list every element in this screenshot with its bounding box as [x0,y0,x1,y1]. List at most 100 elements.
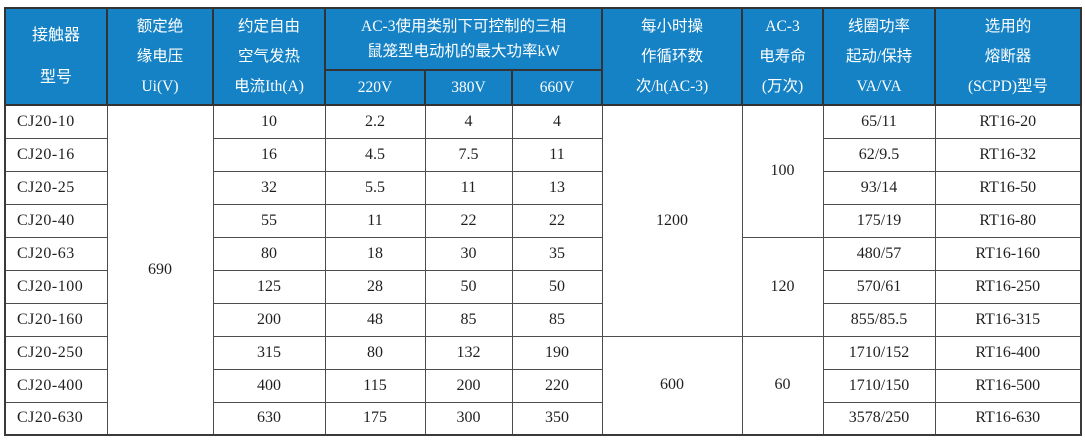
cell-model: CJ20-10 [4,104,108,139]
cell-coil: 175/19 [822,203,936,238]
cell-fuse: RT16-250 [934,269,1082,304]
header-line: (SCPD)型号 [967,77,1049,95]
cell-fuse: RT16-315 [934,302,1082,337]
table-row: CJ20-16 16 4.5 7.5 11 62/9.5 RT16-32 [4,137,1082,172]
cell-kw220: 5.5 [324,170,426,205]
table-row: CJ20-10 690 10 2.2 4 4 1200 100 65/11 RT… [4,104,1082,436]
cell-kw660: 13 [511,170,603,205]
cell-kw220: 18 [324,236,426,271]
table-row: CJ20-630 630 175 300 350 3578/250 RT16-6… [4,401,1082,436]
cell-kw220: 48 [324,302,426,337]
cell-kw220: 115 [324,368,426,403]
cell-coil: 570/61 [822,269,936,304]
table-header: 接触器 型号 额定绝 缘电压 Ui(V) 约定自由 空气发热 电流Ith(A) … [4,7,1082,106]
cell-kw220: 175 [324,401,426,436]
cell-coil: 93/14 [822,170,936,205]
header-line: VA/VA [856,77,902,95]
cell-kw220: 2.2 [324,104,426,139]
header-line: 缘电压 [136,47,184,65]
cell-fuse: RT16-50 [934,170,1082,205]
cell-ith: 630 [212,401,326,436]
cell-model: CJ20-160 [4,302,108,337]
header-line: 型号 [39,68,72,86]
cell-fuse: RT16-32 [934,137,1082,172]
cell-kw220: 80 [324,335,426,370]
cell-kw660: 85 [511,302,603,337]
cell-fuse: RT16-400 [934,335,1082,370]
col-header-max-power-group: AC-3使用类别下可控制的三相 鼠笼型电动机的最大功率kW [324,7,603,71]
cell-life-merged: 100 [741,104,824,238]
cell-ith: 16 [212,137,326,172]
cell-cycles-merged: 600 [601,335,743,436]
cell-model: CJ20-250 [4,335,108,370]
cell-insulation-voltage-merged: 690 [106,104,214,436]
header-line: 每小时操 [640,17,703,35]
cell-model: CJ20-16 [4,137,108,172]
cell-kw220: 4.5 [324,137,426,172]
header-line: 次/h(AC-3) [635,77,709,95]
cell-coil: 480/57 [822,236,936,271]
cell-kw660: 350 [511,401,603,436]
col-header-220v: 220V [324,69,426,106]
table-body: CJ20-10 690 10 2.2 4 4 1200 100 65/11 RT… [4,104,1082,436]
cell-fuse: RT16-160 [934,236,1082,271]
header-line: 电寿命 [759,47,806,65]
header-line: Ui(V) [141,77,179,95]
col-header-380v: 380V [424,69,513,106]
cell-cycles-merged: 1200 [601,104,743,337]
cell-kw380: 22 [424,203,513,238]
col-header-660v: 660V [511,69,603,106]
header-line: AC-3 [765,17,800,35]
cell-ith: 125 [212,269,326,304]
cell-kw380: 7.5 [424,137,513,172]
cell-kw220: 11 [324,203,426,238]
cell-kw660: 4 [511,104,603,139]
col-header-insulation-voltage: 额定绝 缘电压 Ui(V) [106,7,214,106]
cell-coil: 855/85.5 [822,302,936,337]
cell-ith: 400 [212,368,326,403]
header-line: (万次) [761,77,804,95]
cell-fuse: RT16-500 [934,368,1082,403]
cell-kw660: 22 [511,203,603,238]
spec-table: 接触器 型号 额定绝 缘电压 Ui(V) 约定自由 空气发热 电流Ith(A) … [4,7,1082,436]
cell-kw380: 4 [424,104,513,139]
cell-ith: 315 [212,335,326,370]
cell-ith: 10 [212,104,326,139]
header-line: 作循环数 [640,47,703,65]
table-row: CJ20-63 80 18 30 35 120 480/57 RT16-160 [4,236,1082,337]
header-line: 空气发热 [237,47,300,65]
col-header-thermal-current: 约定自由 空气发热 电流Ith(A) [212,7,326,106]
cell-kw660: 11 [511,137,603,172]
cell-kw220: 28 [324,269,426,304]
header-line: 约定自由 [237,17,300,35]
col-header-model: 接触器 型号 [4,7,108,106]
table-row: CJ20-400 400 115 200 220 1710/150 RT16-5… [4,368,1082,403]
cell-coil: 1710/150 [822,368,936,403]
cell-ith: 80 [212,236,326,271]
cell-coil: 3578/250 [822,401,936,436]
table-row: CJ20-25 32 5.5 11 13 93/14 RT16-50 [4,170,1082,205]
cell-coil: 62/9.5 [822,137,936,172]
table-row: CJ20-100 125 28 50 50 570/61 RT16-250 [4,269,1082,304]
cell-kw380: 300 [424,401,513,436]
cell-kw380: 85 [424,302,513,337]
contactor-spec-table: 接触器 型号 额定绝 缘电压 Ui(V) 约定自由 空气发热 电流Ith(A) … [4,7,1082,436]
header-line: AC-3使用类别下可控制的三相 [361,18,566,35]
col-header-coil-power: 线圈功率 起动/保持 VA/VA [822,7,936,106]
col-header-fuse-type: 选用的 熔断器 (SCPD)型号 [934,7,1082,106]
col-header-cycles-per-hour: 每小时操 作循环数 次/h(AC-3) [601,7,743,106]
cell-kw660: 50 [511,269,603,304]
table-row: CJ20-40 55 11 22 22 175/19 RT16-80 [4,203,1082,238]
cell-model: CJ20-40 [4,203,108,238]
cell-coil: 65/11 [822,104,936,139]
header-line: 选用的 [984,17,1032,35]
cell-fuse: RT16-80 [934,203,1082,238]
cell-model: CJ20-100 [4,269,108,304]
cell-ith: 32 [212,170,326,205]
header-line: 鼠笼型电动机的最大功率kW [367,43,560,60]
cell-kw660: 190 [511,335,603,370]
cell-model: CJ20-63 [4,236,108,271]
header-line: 额定绝 [136,17,184,35]
header-line: 熔断器 [984,47,1032,65]
cell-kw380: 132 [424,335,513,370]
